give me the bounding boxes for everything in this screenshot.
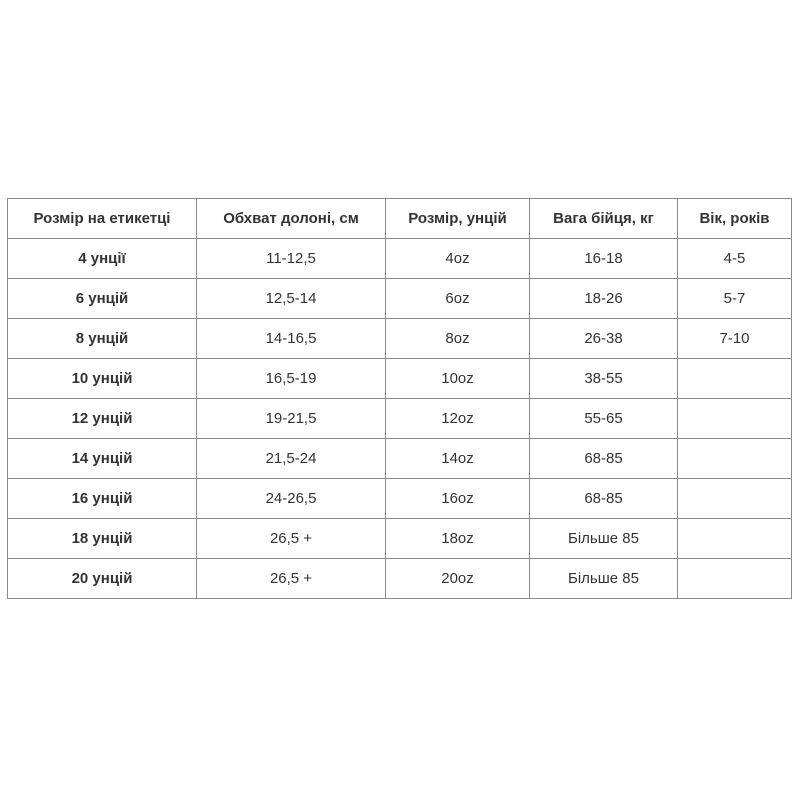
table-cell: 21,5-24: [196, 438, 386, 479]
column-header: Вік, років: [677, 198, 792, 239]
table-row: 8 унцій 14-16,5 8oz 26-38 7-10: [7, 318, 792, 359]
table-cell: 16oz: [385, 478, 530, 519]
table-cell: Більше 85: [529, 518, 678, 559]
table-cell: 55-65: [529, 398, 678, 439]
table-cell: 68-85: [529, 438, 678, 479]
table-cell: 68-85: [529, 478, 678, 519]
table-cell: 8oz: [385, 318, 530, 359]
table-cell: 10 унцій: [7, 358, 197, 399]
table-cell: 26,5 +: [196, 518, 386, 559]
table-cell: 11-12,5: [196, 238, 386, 279]
table-cell: 14-16,5: [196, 318, 386, 359]
table-cell: 8 унцій: [7, 318, 197, 359]
table-row: 10 унцій 16,5-19 10oz 38-55: [7, 358, 792, 399]
table-cell: 24-26,5: [196, 478, 386, 519]
table-cell: 18 унцій: [7, 518, 197, 559]
size-chart-table: Розмір на етикетці Обхват долоні, см Розмі…: [7, 198, 792, 599]
table-cell: 26,5 +: [196, 558, 386, 599]
table-cell: 16 унцій: [7, 478, 197, 519]
table-cell: 18oz: [385, 518, 530, 559]
table-cell: 20oz: [385, 558, 530, 599]
table-cell: 6oz: [385, 278, 530, 319]
table-cell: 16,5-19: [196, 358, 386, 399]
table-cell: [677, 358, 792, 399]
column-header: Вага бійця, кг: [529, 198, 678, 239]
table-cell: 14oz: [385, 438, 530, 479]
table-cell: 12oz: [385, 398, 530, 439]
table-cell: 10oz: [385, 358, 530, 399]
table-cell: 38-55: [529, 358, 678, 399]
table-cell: [677, 558, 792, 599]
table-row: 14 унцій 21,5-24 14oz 68-85: [7, 438, 792, 479]
table-cell: [677, 398, 792, 439]
table-cell: [677, 478, 792, 519]
table-cell: 6 унцій: [7, 278, 197, 319]
table-cell: 5-7: [677, 278, 792, 319]
column-header: Розмір, унцій: [385, 198, 530, 239]
table-cell: 14 унцій: [7, 438, 197, 479]
table-row: 12 унцій 19-21,5 12oz 55-65: [7, 398, 792, 439]
table-row: 16 унцій 24-26,5 16oz 68-85: [7, 478, 792, 519]
table-cell: 12,5-14: [196, 278, 386, 319]
column-header: Обхват долоні, см: [196, 198, 386, 239]
table-cell: 4 унції: [7, 238, 197, 279]
table-cell: Більше 85: [529, 558, 678, 599]
table-cell: 20 унцій: [7, 558, 197, 599]
table-cell: 26-38: [529, 318, 678, 359]
table-cell: 4-5: [677, 238, 792, 279]
table-row: 18 унцій 26,5 +18oz Більше 85: [7, 518, 792, 559]
table-cell: 4oz: [385, 238, 530, 279]
table-cell: [677, 518, 792, 559]
table-cell: 12 унцій: [7, 398, 197, 439]
table-row: 4 унції 11-12,5 4oz 16-18 4-5: [7, 238, 792, 279]
table-cell: [677, 438, 792, 479]
table-row: 6 унцій 12,5-14 6oz 18-26 5-7: [7, 278, 792, 319]
table-cell: 18-26: [529, 278, 678, 319]
column-header: Розмір на етикетці: [7, 198, 197, 239]
table-cell: 7-10: [677, 318, 792, 359]
table-cell: 16-18: [529, 238, 678, 279]
table-cell: 19-21,5: [196, 398, 386, 439]
table-row: 20 унцій 26,5 +20oz Більше 85: [7, 558, 792, 599]
header-row: Розмір на етикетці Обхват долоні, см Розмі…: [7, 198, 792, 239]
